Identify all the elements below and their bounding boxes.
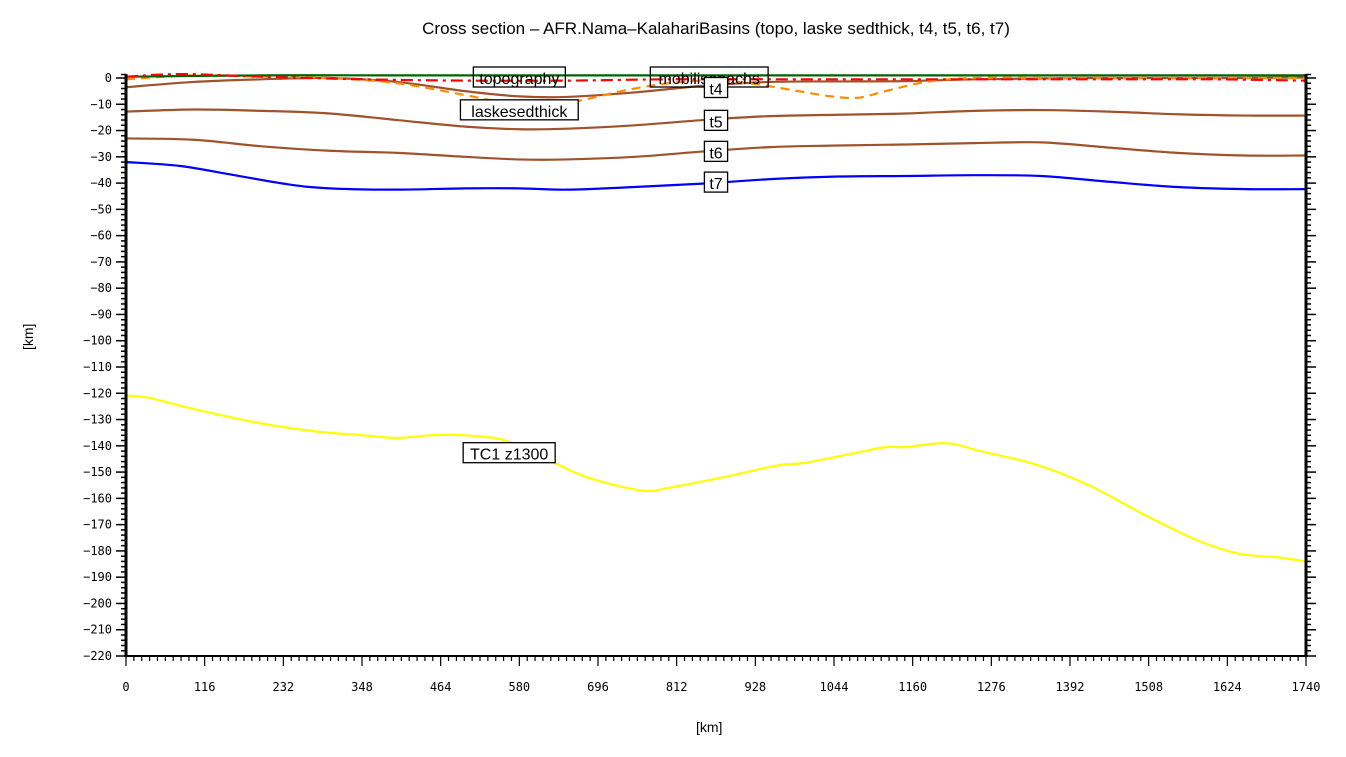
curve-label-laskesedthick: laskesedthick bbox=[459, 99, 579, 121]
x-tick-label: 0 bbox=[122, 680, 129, 694]
y-tick-label: −60 bbox=[90, 229, 112, 243]
series-layer bbox=[125, 72, 1307, 563]
curve-label-t6: t6 bbox=[703, 140, 729, 162]
series-t7 bbox=[125, 160, 1307, 191]
curve-labels-layer: topographymobilisopachslaskesedthickt4t5… bbox=[459, 66, 769, 464]
curve-label-t5: t5 bbox=[703, 109, 729, 131]
series-t5 bbox=[125, 108, 1307, 131]
y-tick-label: −140 bbox=[83, 439, 112, 453]
x-tick-label: 1624 bbox=[1213, 680, 1242, 694]
y-tick-label: −170 bbox=[83, 518, 112, 532]
y-tick-label: −110 bbox=[83, 360, 112, 374]
y-tick-label: −200 bbox=[83, 596, 112, 610]
y-tick-label: −150 bbox=[83, 465, 112, 479]
y-tick-label: −220 bbox=[83, 649, 112, 663]
x-tick-label: 928 bbox=[744, 680, 766, 694]
y-tick-label: −10 bbox=[90, 97, 112, 111]
x-tick-label: 116 bbox=[194, 680, 216, 694]
series-t6 bbox=[125, 137, 1307, 161]
svg-text:t6: t6 bbox=[709, 145, 722, 162]
svg-text:topography: topography bbox=[479, 71, 559, 88]
x-tick-label: 1740 bbox=[1292, 680, 1321, 694]
y-tick-label: −160 bbox=[83, 491, 112, 505]
curve-label-tc1-z1300: TC1 z1300 bbox=[462, 442, 556, 464]
y-tick-label: 0 bbox=[105, 71, 112, 85]
y-tick-label: −80 bbox=[90, 281, 112, 295]
y-tick-label: −50 bbox=[90, 202, 112, 216]
chart-title: Cross section – AFR.Nama–KalahariBasins … bbox=[422, 19, 1010, 38]
x-tick-label: 1508 bbox=[1134, 680, 1163, 694]
x-tick-label: 464 bbox=[430, 680, 452, 694]
x-tick-label: 696 bbox=[587, 680, 609, 694]
y-tick-label: −70 bbox=[90, 255, 112, 269]
svg-text:TC1 z1300: TC1 z1300 bbox=[470, 447, 548, 464]
svg-text:laskesedthick: laskesedthick bbox=[471, 104, 568, 121]
svg-text:t4: t4 bbox=[709, 82, 722, 99]
x-axis-label: [km] bbox=[696, 719, 723, 735]
y-tick-label: −100 bbox=[83, 334, 112, 348]
curve-label-t4: t4 bbox=[703, 76, 729, 99]
curve-label-topography: topography bbox=[472, 66, 566, 88]
svg-text:t7: t7 bbox=[709, 176, 722, 193]
axes-layer: 0 −10 −20 −30 −40 −50 −60 −70 −80 −90 −100 −110 −120… bbox=[83, 71, 1320, 694]
y-tick-label: −120 bbox=[83, 386, 112, 400]
y-tick-label: −90 bbox=[90, 307, 112, 321]
x-tick-label: 812 bbox=[666, 680, 688, 694]
series-tc1-z1300 bbox=[125, 394, 1307, 563]
x-tick-label: 580 bbox=[508, 680, 530, 694]
y-tick-label: −210 bbox=[83, 623, 112, 637]
y-tick-label: −190 bbox=[83, 570, 112, 584]
curve-label-t7: t7 bbox=[703, 171, 729, 193]
x-tick-label: 1392 bbox=[1056, 680, 1085, 694]
x-tick-label: 1276 bbox=[977, 680, 1006, 694]
svg-text:t5: t5 bbox=[709, 114, 722, 131]
y-tick-label: −40 bbox=[90, 176, 112, 190]
x-tick-label: 1160 bbox=[898, 680, 927, 694]
x-tick-label: 232 bbox=[272, 680, 294, 694]
y-tick-label: −20 bbox=[90, 124, 112, 138]
y-tick-label: −30 bbox=[90, 150, 112, 164]
x-tick-label: 1044 bbox=[820, 680, 849, 694]
y-tick-label: −180 bbox=[83, 544, 112, 558]
series-topography bbox=[125, 74, 1306, 78]
y-tick-label: −130 bbox=[83, 413, 112, 427]
x-tick-label: 348 bbox=[351, 680, 373, 694]
